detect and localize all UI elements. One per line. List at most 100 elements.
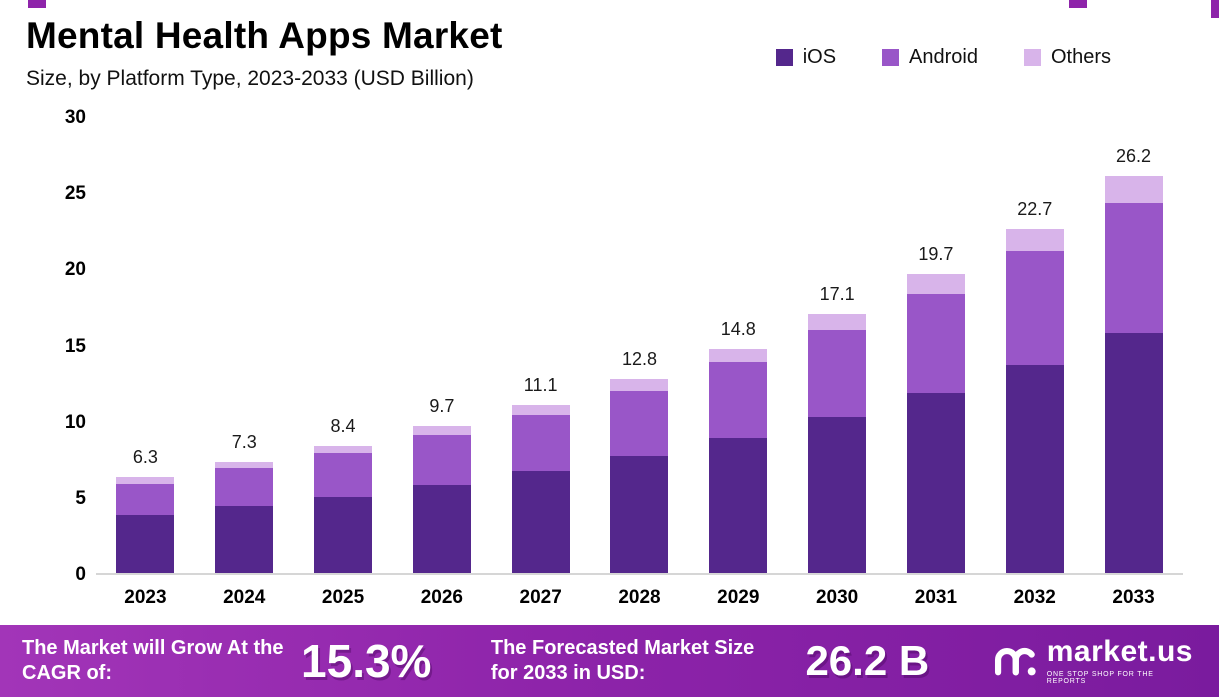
bar-2024: 7.3 2024 [215, 118, 274, 608]
bar-value-label: 14.8 [720, 318, 756, 339]
bar-stack [116, 477, 175, 573]
x-axis-label: 2032 [1013, 587, 1056, 608]
bar-stack [511, 404, 570, 573]
bar-segment-others [1104, 175, 1163, 203]
bar-segment-android [906, 293, 965, 393]
bar-stack [906, 274, 965, 573]
bar-value-label: 26.2 [1116, 145, 1152, 166]
y-axis-label: 5 [75, 487, 86, 509]
bar-2027: 11.1 2027 [511, 118, 570, 608]
cagr-value: 15.3% [301, 635, 432, 687]
bar-segment-android [511, 415, 570, 472]
page-subtitle: Size, by Platform Type, 2023-2033 (USD B… [26, 66, 474, 90]
bar-value-label: 22.7 [1017, 198, 1053, 219]
x-axis-label: 2023 [124, 587, 167, 608]
bar-2029: 14.8 2029 [709, 118, 768, 608]
legend-label: iOS [802, 46, 837, 68]
footer-banner: The Market will Grow At the CAGR of: 15.… [0, 625, 1219, 697]
bar-value-label: 8.4 [330, 415, 356, 436]
bar-stack [709, 348, 768, 573]
bar-segment-others [116, 477, 175, 484]
corner-accent-left [28, 0, 46, 8]
y-axis-label: 0 [75, 564, 86, 585]
bar-segment-ios [215, 506, 274, 573]
bar-2030: 17.1 2030 [808, 118, 867, 608]
legend-swatch-android-icon [882, 49, 900, 66]
corner-accent-right [1069, 0, 1087, 8]
corner-accent-edge [1211, 0, 1219, 18]
bar-segment-ios [412, 485, 471, 573]
x-axis-label: 2028 [618, 587, 661, 608]
bar-2025: 8.4 2025 [314, 118, 373, 608]
bar-value-label: 9.7 [429, 395, 455, 416]
y-axis-label: 30 [64, 107, 86, 128]
bar-segment-others [314, 445, 373, 454]
bar-segment-android [1104, 202, 1163, 334]
bar-segment-android [709, 362, 768, 439]
bar-value-label: 6.3 [132, 447, 158, 468]
bar-2031: 19.7 2031 [906, 118, 965, 608]
x-axis-label: 2029 [717, 587, 760, 608]
legend-swatch-others-icon [1023, 49, 1041, 66]
bar-segment-others [906, 274, 965, 294]
x-axis-label: 2026 [420, 587, 463, 608]
bar-segment-ios [906, 392, 965, 573]
bar-value-label: 7.3 [231, 432, 257, 453]
bar-segment-android [215, 468, 274, 507]
bar-stack [610, 378, 669, 573]
bar-segment-ios [808, 416, 867, 573]
bar-2026: 9.7 2026 [412, 118, 471, 608]
bar-segment-android [610, 391, 669, 457]
bar-segment-ios [314, 497, 373, 573]
bar-segment-ios [1005, 365, 1064, 573]
chart-legend: iOS Android Others [775, 46, 1111, 69]
y-axis-label: 25 [64, 183, 86, 205]
bar-value-label: 17.1 [819, 283, 855, 304]
page-title: Mental Health Apps Market [26, 15, 503, 56]
bar-2033: 26.2 2033 [1104, 118, 1163, 608]
bar-segment-others [1005, 228, 1064, 252]
brand-logo: market.us ONE STOP SHOP FOR THE REPORTS [991, 637, 1199, 685]
bar-segment-others [808, 313, 867, 331]
bar-segment-others [511, 404, 570, 416]
bar-value-label: 19.7 [918, 244, 954, 265]
legend-item-ios: iOS [775, 46, 837, 69]
y-axis: 0 5 10 15 20 25 30 [20, 107, 86, 585]
bar-segment-others [412, 425, 471, 435]
bar-segment-others [610, 378, 669, 392]
y-axis-label: 20 [64, 259, 86, 281]
bar-segment-android [314, 453, 373, 498]
bar-stack [215, 462, 274, 573]
bar-stack [1005, 228, 1064, 573]
bar-segment-ios [116, 515, 175, 573]
y-axis-label: 15 [64, 335, 86, 357]
legend-item-android: Android [882, 46, 978, 69]
brand-tagline: ONE STOP SHOP FOR THE REPORTS [1046, 671, 1154, 685]
bar-stack [412, 425, 471, 573]
bar-2028: 12.8 2028 [610, 118, 669, 608]
cagr-label: The Market will Grow At the CAGR of: [22, 637, 284, 684]
legend-swatch-ios-icon [775, 49, 793, 66]
legend-label: Others [1050, 46, 1111, 68]
legend-item-others: Others [1023, 46, 1111, 69]
bar-2023: 6.3 2023 [116, 118, 175, 608]
bar-segment-android [1005, 251, 1064, 366]
bar-segment-ios [1104, 333, 1163, 573]
plot-area: 6.3 2023 7.3 2024 8.4 2025 9.7 2026 11.1 2027 12.8… [96, 118, 1183, 608]
y-axis-label: 10 [64, 411, 86, 433]
bar-stack [808, 313, 867, 573]
bar-segment-ios [610, 456, 669, 573]
x-axis-label: 2024 [223, 587, 266, 608]
bar-segment-ios [511, 471, 570, 573]
bar-segment-ios [709, 438, 768, 573]
bar-value-label: 11.1 [523, 374, 558, 395]
bar-segment-android [412, 435, 471, 486]
bar-stack [314, 445, 373, 573]
bar-segment-android [808, 330, 867, 417]
x-axis-label: 2033 [1112, 587, 1155, 608]
x-axis-label: 2025 [321, 587, 365, 608]
forecast-value: 26.2 B [805, 637, 930, 684]
bar-segment-android [116, 483, 175, 516]
x-axis-label: 2031 [914, 587, 958, 608]
forecast-label: The Forecasted Market Size for 2033 in U… [490, 637, 755, 684]
